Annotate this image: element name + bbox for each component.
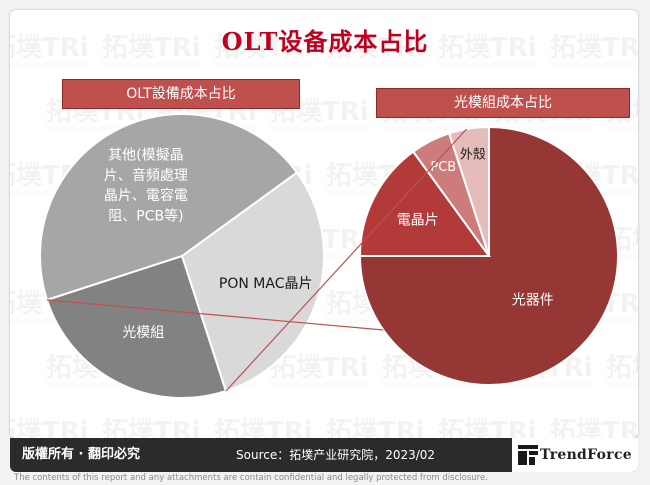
watermark-subtext: TOPOLOGY RESEARCH INSTITUTE	[605, 126, 638, 133]
left-chart-title: OLT設備成本占比	[62, 79, 300, 109]
connector-line-top	[225, 128, 468, 392]
slice-label: 光器件	[512, 293, 554, 309]
copyright-notice: 版權所有 · 翻印必究	[22, 447, 140, 462]
watermark-subtext: TOPOLOGY RESEARCH INSTITUTE	[325, 62, 426, 69]
footer-bar: 版權所有 · 翻印必究 Source：拓墣产业研究院，2023/02 Trend…	[10, 438, 638, 472]
watermark-text: 拓墣TRi	[438, 33, 537, 63]
slice-label: 外殼	[460, 148, 486, 163]
disclaimer: The contents of this report and any atta…	[14, 473, 488, 483]
connector-line-bottom	[46, 299, 384, 331]
watermark-text: 拓墣TRi	[550, 33, 638, 63]
watermark-subtext: TOPOLOGY RESEARCH INSTITUTE	[101, 62, 202, 69]
watermark-subtext: TOPOLOGY RESEARCH INSTITUTE	[605, 382, 638, 389]
watermark-text: 拓墣TRi	[214, 33, 313, 63]
watermark-text: 拓墣TRi	[606, 353, 638, 383]
watermark-subtext: TOPOLOGY RESEARCH INSTITUTE	[549, 62, 638, 69]
watermark-subtext: TOPOLOGY RESEARCH INSTITUTE	[45, 126, 146, 133]
watermark-text: 拓墣TRi	[10, 417, 89, 438]
slice-label: 光模組	[122, 325, 164, 341]
slice-label: 電晶片	[397, 213, 439, 229]
watermark-subtext: TOPOLOGY RESEARCH INSTITUTE	[10, 318, 90, 325]
watermark-text: 拓墣TRi	[326, 417, 425, 438]
watermark-text: 拓墣TRi	[270, 353, 369, 383]
watermark-text: 拓墣TRi	[10, 33, 89, 63]
right-pie-chart: 光器件 電晶片 PCB 外殼	[358, 125, 619, 386]
watermark-subtext: TOPOLOGY RESEARCH INSTITUTE	[493, 126, 594, 133]
watermark-text: 拓墣TRi	[102, 417, 201, 438]
pie-slice	[358, 150, 491, 257]
watermark-subtext: TOPOLOGY RESEARCH INSTITUTE	[381, 126, 482, 133]
slice-label: 其他(模擬晶片、音頻處理晶片、電容電阻、PCB等)	[104, 148, 188, 225]
pie-slice	[447, 125, 490, 257]
trendforce-logo-icon	[518, 445, 538, 465]
pie-slice	[358, 125, 619, 386]
logo-wordmark: TrendForce	[540, 447, 632, 463]
watermark-subtext: TOPOLOGY RESEARCH INSTITUTE	[325, 318, 426, 325]
watermark-subtext: TOPOLOGY RESEARCH INSTITUTE	[10, 62, 90, 69]
slice-label: PON MAC晶片	[219, 276, 313, 292]
pie-slice	[39, 113, 299, 302]
pie-slice	[45, 254, 228, 399]
watermark-subtext: TOPOLOGY RESEARCH INSTITUTE	[45, 382, 146, 389]
watermark-text: 拓墣TRi	[326, 33, 425, 63]
watermark-subtext: TOPOLOGY RESEARCH INSTITUTE	[213, 62, 314, 69]
watermark-text: 拓墣TRi	[438, 417, 537, 438]
right-chart-title: 光模組成本占比	[376, 88, 630, 118]
slice-label: PCB	[430, 160, 456, 175]
watermark-subtext: TOPOLOGY RESEARCH INSTITUTE	[269, 382, 370, 389]
source-note: Source：拓墣产业研究院，2023/02	[236, 448, 436, 462]
watermark-text: 拓墣TRi	[214, 417, 313, 438]
watermark-subtext: TOPOLOGY RESEARCH INSTITUTE	[10, 190, 90, 197]
watermark-subtext: TOPOLOGY RESEARCH INSTITUTE	[437, 62, 538, 69]
pie-slice	[180, 171, 326, 393]
watermark-text: 拓墣TRi	[550, 417, 638, 438]
page-title: OLT设备成本占比	[221, 27, 429, 56]
watermark-subtext: TOPOLOGY RESEARCH INSTITUTE	[605, 254, 638, 261]
watermark-subtext: TOPOLOGY RESEARCH INSTITUTE	[381, 382, 482, 389]
trendforce-logo: TrendForce	[512, 438, 638, 472]
watermark-subtext: TOPOLOGY RESEARCH INSTITUTE	[269, 126, 370, 133]
watermark-subtext: TOPOLOGY RESEARCH INSTITUTE	[493, 382, 594, 389]
breakout-connector-lines	[46, 128, 468, 392]
watermark-text: 拓墣TRi	[102, 33, 201, 63]
